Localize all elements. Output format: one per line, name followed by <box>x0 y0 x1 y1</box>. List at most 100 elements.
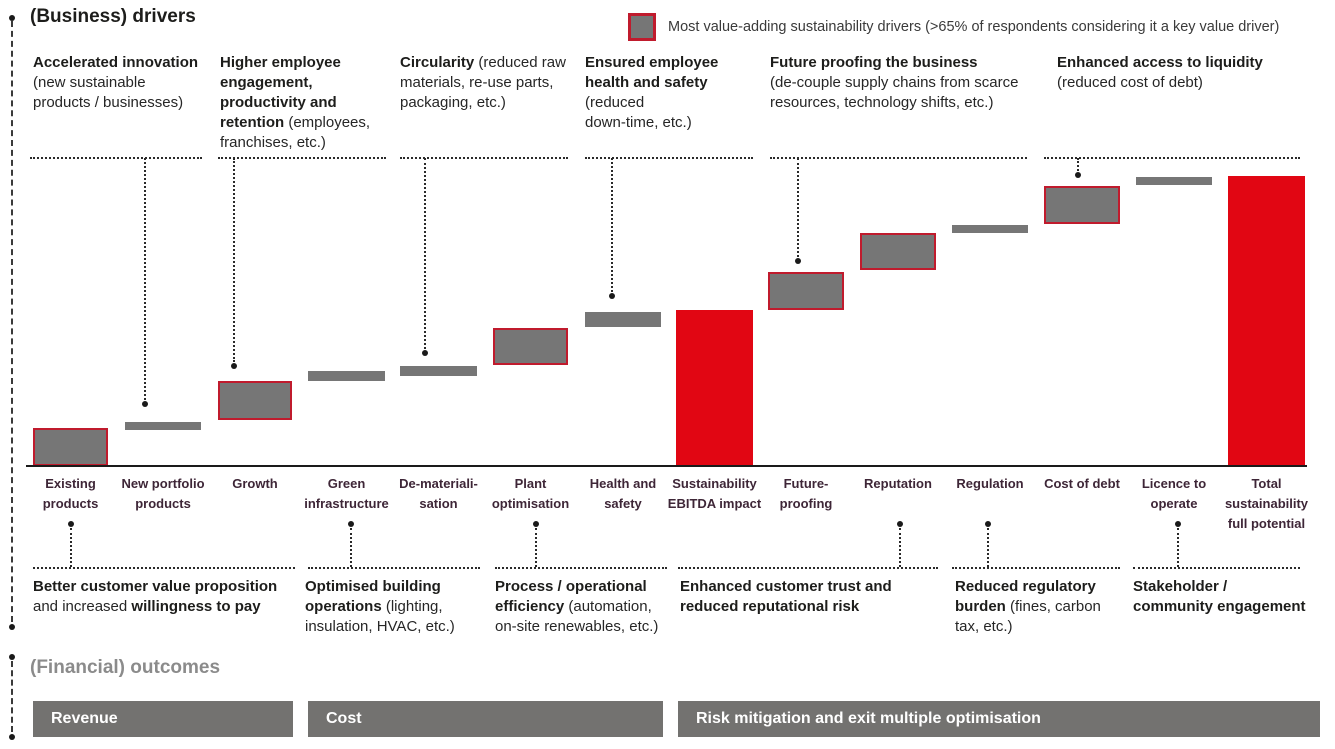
outcome-band-label: Cost <box>326 710 362 727</box>
bottom-leader-line-4 <box>899 528 901 567</box>
outcome-band-label: Revenue <box>51 710 118 727</box>
bar-label-line: proofing <box>779 496 833 511</box>
waterfall-bar-de-materialisation <box>400 366 477 376</box>
bottom-annotation-text: Reduced regulatory <box>955 578 1096 595</box>
bar-label-cost-of-debt: Cost of debt <box>1022 474 1142 494</box>
bottom-leader-dot-1 <box>68 521 74 527</box>
top-annotation-text: Enhanced access to liquidity <box>1057 54 1263 71</box>
bar-label-health-and-safety: Health and safety <box>563 474 683 514</box>
bar-label-line: Sustainability <box>672 476 757 491</box>
bar-label-de-materialisation: De-materiali-sation <box>379 474 499 514</box>
bottom-annotation-text: Enhanced customer trust and <box>680 578 892 595</box>
waterfall-bar-existing-products <box>33 428 108 466</box>
top-leader-line-2 <box>233 158 235 362</box>
annotation-stakeholder-engagement: Stakeholder / community engagement <box>1133 577 1323 617</box>
bottom-annotation-rule-5 <box>952 567 1120 569</box>
business-bracket-line <box>11 21 13 622</box>
outcome-band-label: Risk mitigation and exit multiple optimi… <box>696 710 1041 727</box>
top-annotation-text: resources, technology shifts, etc.) <box>770 94 994 111</box>
top-annotation-text: Circularity <box>400 54 475 71</box>
bottom-leader-line-3 <box>535 528 537 567</box>
bar-label-line: products <box>42 496 99 511</box>
annotation-customer-trust: Enhanced customer trust and reduced reput… <box>680 577 930 617</box>
waterfall-bar-green-infrastructure <box>308 371 385 381</box>
annotation-regulatory-burden: Reduced regulatory burden (fines, carbon t… <box>955 577 1120 637</box>
annotation-access-liquidity: Enhanced access to liquidity (reduced cos… <box>1057 53 1312 93</box>
bar-label-growth: Growth <box>195 474 315 494</box>
bar-label-future-proofing: Future-proofing <box>746 474 866 514</box>
bar-label-line: Total <box>1251 476 1282 491</box>
bottom-annotation-text: efficiency <box>495 598 565 615</box>
bottom-annotation-text: Process / operational <box>495 578 647 595</box>
business-drivers-title: (Business) drivers <box>30 6 196 27</box>
bar-label-line: Health and <box>589 476 657 491</box>
bottom-annotation-text: willingness to pay <box>131 598 261 615</box>
bottom-annotation-text: (fines, carbon <box>1005 598 1101 615</box>
top-annotation-text: (reduced <box>585 94 645 111</box>
top-leader-dot-3 <box>422 350 428 356</box>
bottom-leader-line-2 <box>350 528 352 567</box>
annotation-employee-engagement: Higher employee engagement, productivity a… <box>220 53 395 153</box>
bottom-leader-line-5 <box>987 528 989 567</box>
financial-bracket-top-dot <box>9 654 15 660</box>
annotation-accelerated-innovation: Accelerated innovation (new sustainable pr… <box>33 53 213 113</box>
bar-label-total-sustainability-full-potential: Total sustainability full potential <box>1207 474 1327 534</box>
bottom-annotation-text: Stakeholder / <box>1133 578 1228 595</box>
waterfall-bar-sustainability-ebitda-impact <box>676 310 753 466</box>
top-annotation-text: Ensured employee <box>585 54 719 71</box>
outcome-band-revenue: Revenue <box>33 701 293 737</box>
bar-label-line: Existing <box>45 476 96 491</box>
top-annotation-text: (new sustainable <box>33 74 146 91</box>
waterfall-bar-growth <box>218 381 292 420</box>
legend-highlight-swatch <box>628 13 656 41</box>
top-leader-dot-6 <box>1075 172 1081 178</box>
top-leader-line-6 <box>1077 158 1079 171</box>
annotation-building-operations: Optimised building operations (lighting, i… <box>305 577 470 637</box>
bottom-leader-line-1 <box>70 528 72 567</box>
bar-label-line: Plant <box>514 476 547 491</box>
top-annotation-text: (employees, <box>284 114 371 131</box>
top-annotation-text: down-time, etc.) <box>585 114 692 131</box>
bottom-annotation-rule-1 <box>33 567 295 569</box>
bar-label-regulation: Regulation <box>930 474 1050 494</box>
legend-label: Most value-adding sustainability drivers… <box>668 19 1280 35</box>
waterfall-bar-plant-optimisation <box>493 328 568 365</box>
bar-label-line: Regulation <box>956 476 1024 491</box>
financial-bracket-line <box>11 661 13 732</box>
top-annotation-text: Future proofing the business <box>770 54 978 71</box>
bottom-leader-dot-5 <box>985 521 991 527</box>
bottom-annotation-text: burden <box>955 598 1006 615</box>
baseline-axis <box>26 465 1307 467</box>
waterfall-bar-new-portfolio-products <box>125 422 201 430</box>
bar-label-line: Growth <box>232 476 278 491</box>
annotation-future-proofing: Future proofing the business (de-couple s… <box>770 53 1035 113</box>
top-annotation-rule-3 <box>400 157 568 159</box>
top-leader-dot-2 <box>231 363 237 369</box>
bottom-annotation-rule-6 <box>1133 567 1300 569</box>
top-leader-line-1 <box>144 158 146 400</box>
bar-label-line: full potential <box>1227 516 1306 531</box>
top-annotation-text: retention <box>220 114 285 131</box>
top-leader-dot-5 <box>795 258 801 264</box>
top-annotation-text: franchises, etc.) <box>220 134 326 151</box>
annotation-health-safety: Ensured employee health and safety (reduce… <box>585 53 755 133</box>
bottom-leader-line-6 <box>1177 528 1179 567</box>
waterfall-bar-licence-to-operate <box>1136 177 1212 185</box>
annotation-circularity: Circularity (reduced raw materials, re-us… <box>400 53 580 113</box>
waterfall-bar-regulation <box>952 225 1028 233</box>
bar-label-licence-to-operate: Licence to operate <box>1114 474 1234 514</box>
bar-label-line: New portfolio <box>121 476 205 491</box>
annotation-process-efficiency: Process / operational efficiency (automat… <box>495 577 670 637</box>
top-annotation-rule-6 <box>1044 157 1300 159</box>
bottom-annotation-text: Optimised building <box>305 578 441 595</box>
waterfall-bar-total-sustainability-full-potential <box>1228 176 1305 466</box>
top-annotation-text: engagement, <box>220 74 313 91</box>
top-annotation-text: (reduced raw <box>474 54 566 71</box>
top-annotation-text: productivity and <box>220 94 337 111</box>
top-annotation-rule-5 <box>770 157 1027 159</box>
bottom-annotation-text: and increased <box>33 598 132 615</box>
top-annotation-text: Higher employee <box>220 54 341 71</box>
top-leader-dot-4 <box>609 293 615 299</box>
bar-label-line: Licence to <box>1141 476 1207 491</box>
